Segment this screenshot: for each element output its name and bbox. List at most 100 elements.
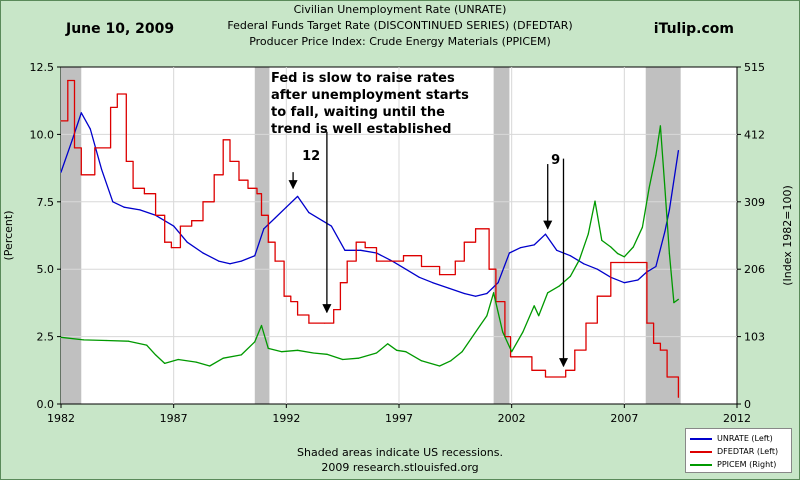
point-ppicem [486,315,488,317]
point-ppicem [522,331,524,333]
point-dfedtar [659,349,661,351]
point-dfedtar [463,241,465,243]
point-unrate [123,206,125,208]
point-ppicem [632,246,634,248]
point-ppicem [357,357,360,359]
point-unrate [60,171,62,173]
point-ppicem [655,154,657,156]
point-ppicem [342,358,344,361]
y-left-tick-label: 7.5 [37,196,55,209]
y-right-axis-label: (Index 1982=100) [781,185,794,286]
point-dfedtar [402,255,405,257]
point-dfedtar [94,147,96,149]
point-ppicem [420,360,423,362]
point-dfedtar [677,396,680,398]
chart-date: June 10, 2009 [66,21,175,37]
point-ppicem [387,343,389,345]
point-ppicem [677,298,680,300]
point-dfedtar [637,261,639,264]
point-dfedtar [666,376,668,378]
point-unrate [297,195,299,198]
x-tick-label: 1997 [385,412,413,425]
point-dfedtar [109,106,112,109]
point-dfedtar [164,241,166,243]
point-dfedtar [297,314,299,316]
point-ppicem [267,347,269,349]
point-dfedtar [229,160,231,162]
legend-swatch-ppicem [690,463,712,466]
legend-label-unrate: UNRATE (Left) [717,434,773,443]
legend-item-dfedtar: DFEDTAR (Left) [690,445,788,458]
point-dfedtar [274,260,276,262]
point-ppicem [659,125,661,127]
annotation-text-line: Fed is slow to raise rates [271,71,455,86]
point-dfedtar [475,228,477,230]
recession-band-3 [493,67,510,404]
point-dfedtar [653,342,655,344]
point-ppicem [547,292,549,294]
point-dfedtar [375,260,378,262]
point-dfedtar [256,193,258,195]
point-unrate [274,217,276,219]
point-unrate [556,249,558,251]
point-dfedtar [80,174,82,176]
point-unrate [637,279,639,281]
point-ppicem [128,340,130,342]
point-ppicem [569,275,571,277]
annotation-count-label: 9 [551,153,560,168]
x-tick-label: 2002 [498,412,526,425]
point-ppicem [668,252,671,255]
legend-label-ppicem: PPICEM (Right) [717,460,777,469]
point-dfedtar [565,369,567,371]
point-dfedtar [574,349,576,351]
point-ppicem [673,301,675,304]
point-ppicem [610,246,612,248]
point-ppicem [177,358,179,361]
x-tick-label: 1987 [160,412,188,425]
point-ppicem [664,187,666,189]
point-ppicem [164,362,166,365]
point-dfedtar [125,160,127,162]
point-dfedtar [222,139,224,141]
point-dfedtar [60,120,62,122]
point-unrate [655,265,657,268]
point-ppicem [587,233,589,235]
point-unrate [218,260,220,262]
point-ppicem [502,331,504,333]
point-dfedtar [283,295,285,297]
point-unrate [432,282,434,284]
point-unrate [533,244,535,246]
point-dfedtar [143,193,145,195]
point-ppicem [195,361,197,363]
point-dfedtar [67,79,69,82]
title-line-unrate: Civilian Unemployment Rate (UNRATE) [293,3,507,16]
point-dfedtar [355,241,357,243]
point-dfedtar [290,300,292,303]
point-dfedtar [238,179,240,181]
point-unrate [405,268,407,270]
point-unrate [447,287,450,289]
point-ppicem [450,360,452,362]
point-unrate [668,209,671,211]
point-ppicem [155,354,157,356]
point-ppicem [375,352,378,354]
point-dfedtar [213,174,215,176]
point-dfedtar [488,268,490,270]
y-left-tick-label: 12.5 [30,61,55,74]
point-unrate [623,282,625,284]
y-right-tick-label: 515 [744,61,765,74]
point-unrate [186,241,188,243]
point-unrate [308,211,310,214]
point-dfedtar [170,247,173,249]
point-ppicem [533,305,535,307]
point-dfedtar [260,214,263,216]
point-unrate [344,249,346,251]
point-unrate [463,292,465,295]
y-right-tick-label: 412 [744,128,765,141]
point-ppicem [240,354,242,356]
legend-swatch-dfedtar [690,450,712,453]
point-dfedtar [585,322,587,324]
point-dfedtar [116,93,118,95]
point-ppicem [82,339,85,341]
